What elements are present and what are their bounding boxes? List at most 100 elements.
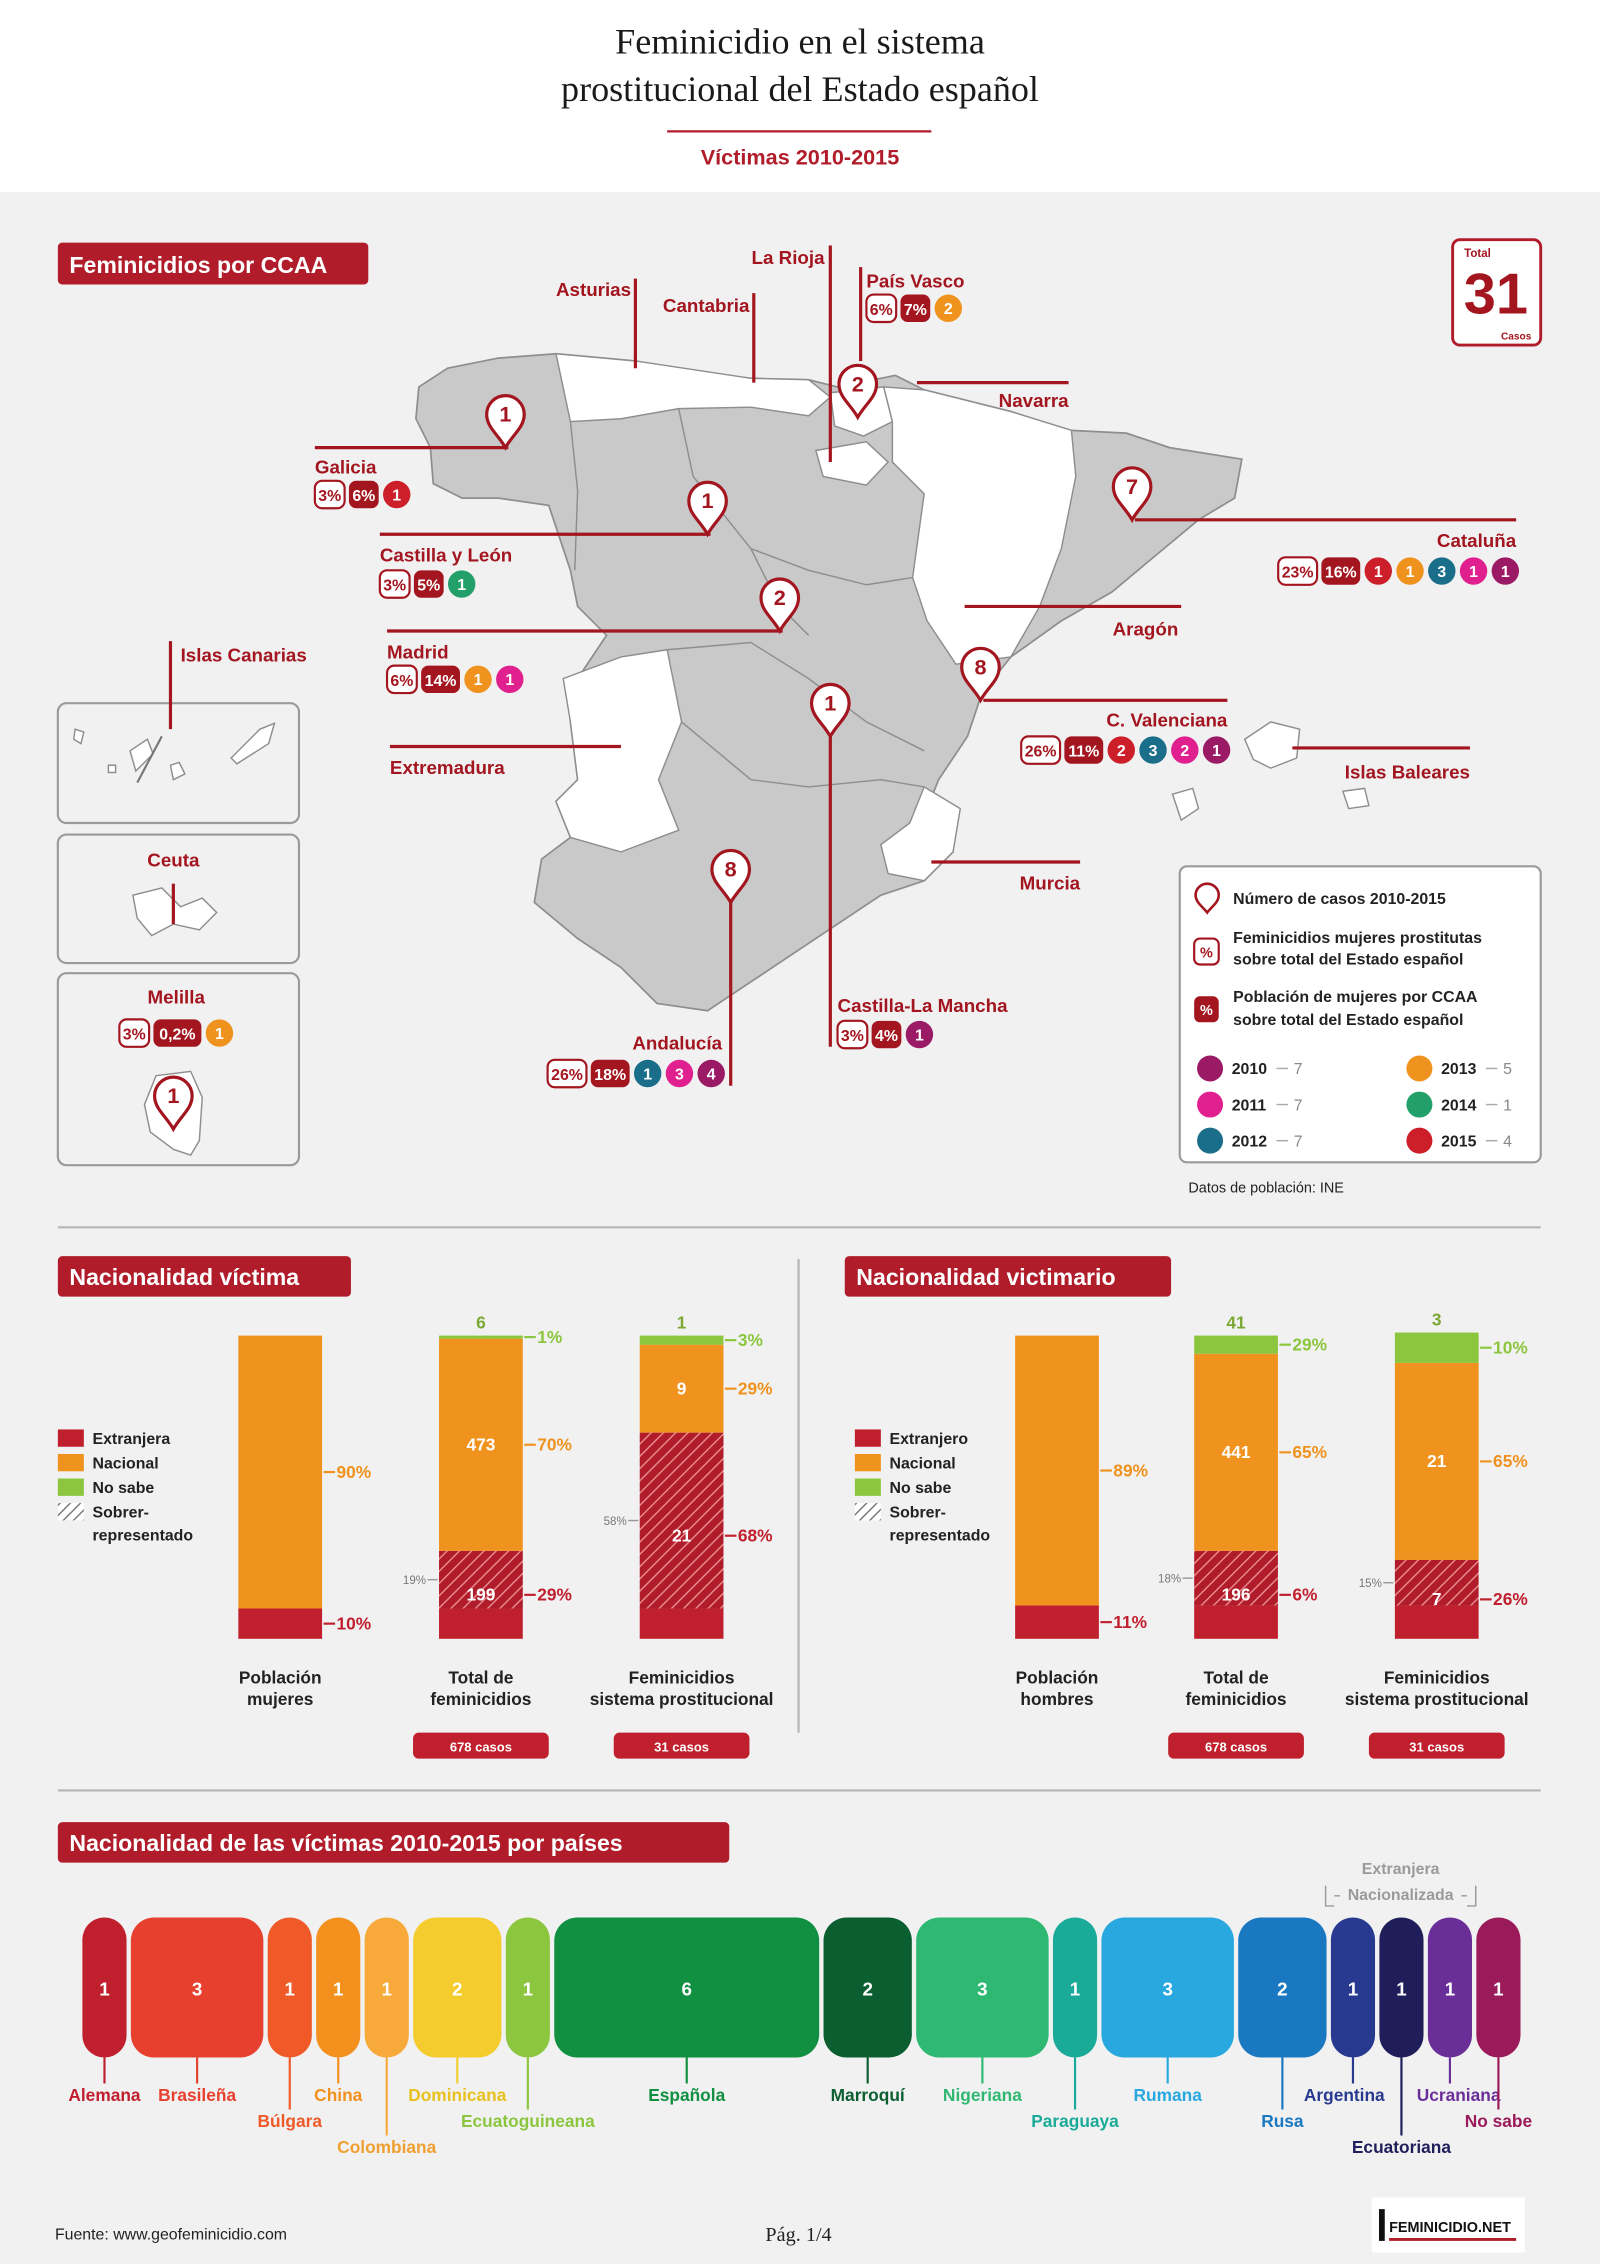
pct-poblacion-value: 11% [1068, 744, 1099, 761]
pin-marker [687, 480, 728, 538]
country-pills: 1 Alemana 3 Brasileña 1 Búlgara 1 China 1 Colombi… [68, 1917, 1532, 2157]
pct-prostitutas-value: 6% [870, 302, 893, 319]
country-pill-ucraniana: 1 Ucraniana [1417, 1917, 1501, 2105]
pill-bar [130, 1917, 264, 2058]
pill-bar [267, 1917, 312, 2058]
legend-swatch-nacional [57, 1453, 84, 1472]
category-label: Total de [1204, 1668, 1269, 1688]
pin-case-count: 2 [852, 371, 864, 396]
region-label: Ceuta [147, 849, 200, 870]
pill-value: 1 [285, 1978, 295, 1999]
category-label: hombres [1020, 1689, 1093, 1709]
region-label: Galicia [315, 457, 377, 478]
pill-bar [1379, 1917, 1424, 2058]
pin-marker [837, 363, 879, 421]
year-color-dot [1197, 1091, 1224, 1118]
over-label: 15% [1359, 1578, 1382, 1590]
count-label-extranjero: 196 [1222, 1585, 1251, 1605]
segment-extranjera [238, 1608, 323, 1639]
year-case-count: 3 [1149, 743, 1158, 760]
year-case-badge [1171, 736, 1199, 764]
count-label-no-sabe: 3 [1432, 1309, 1442, 1329]
pct-prostitutas-value: 3% [123, 1027, 146, 1044]
region-label: Cataluña [1437, 530, 1517, 551]
count-label-extranjero: 7 [1432, 1589, 1442, 1609]
legend-label-sobrerrepresentado: representado [93, 1528, 194, 1545]
region-andalucia: Andalucía 8 26% 18% 1 3 4 [546, 848, 752, 1089]
section-feminicidios-por-ccaa: Feminicidios por CCAA Total 31 Casos [56, 238, 1543, 1197]
pill-bar [1238, 1917, 1327, 2058]
pct-label-extranjera: 10% [337, 1613, 372, 1633]
year-count: 4 [1503, 1133, 1512, 1150]
segment-extranjero [1194, 1605, 1278, 1639]
total-cases-label: Casos [1501, 331, 1532, 342]
legend-swatch-sobrerrepresentado [57, 1503, 84, 1521]
pct-poblacion-badge [413, 570, 444, 598]
legend-label-no-sabe: No sabe [890, 1480, 952, 1497]
pct-poblacion-badge [153, 1019, 202, 1047]
pin-case-count: 2 [774, 585, 786, 610]
segment-extranjera [639, 1608, 724, 1639]
pct-label-nacional: 65% [1493, 1451, 1528, 1471]
pill-value: 1 [333, 1978, 343, 1999]
country-label: Colombiana [337, 2137, 436, 2157]
pct-prostitutas-value: 3% [841, 1028, 864, 1045]
pct-poblacion-badge [1064, 736, 1104, 764]
total-value: 31 [1464, 262, 1528, 326]
paises-section: Nacionalidad de las víctimas 2010-2015 p… [57, 1822, 1532, 2157]
segment-sobrerrepresentado [1394, 1559, 1479, 1606]
count-label-extranjera: 21 [672, 1525, 692, 1545]
year-case-badge [496, 665, 524, 694]
total-cases-pill: 31 casos [613, 1732, 750, 1759]
total-cases-label: 31 casos [654, 1739, 709, 1754]
pct-filled-icon [1194, 996, 1219, 1023]
pill-value: 2 [862, 1978, 872, 1999]
pct-outline-icon [1193, 937, 1220, 966]
pct-poblacion-value: 7% [904, 302, 927, 319]
feminicidio-net-logo: FEMINICIDIO.NET [1371, 2197, 1525, 2253]
segment-nacional [1194, 1353, 1278, 1551]
pct-label-extranjero: 11% [1113, 1612, 1147, 1632]
year-label: 2015 [1441, 1133, 1476, 1150]
pct-label-extranjero: 26% [1493, 1589, 1528, 1609]
chart-victim: Extranjera Nacional No sabe Sobrer-represen… [57, 1312, 773, 1759]
total-cases-label: 678 casos [450, 1739, 512, 1754]
segment-nacional [1394, 1362, 1479, 1560]
legend-label-sobrerrepresentado: Sobrer- [890, 1505, 946, 1522]
pill-value: 1 [523, 1978, 533, 1999]
pill-value: 3 [1162, 1978, 1172, 1999]
year-case-badge [464, 665, 492, 694]
pct-poblacion-badge [421, 665, 460, 694]
pct-label-nacional: 89% [1113, 1460, 1148, 1480]
count-label-nacional: 9 [677, 1378, 687, 1398]
pin-marker [710, 848, 752, 906]
pct-label-no-sabe: 3% [738, 1330, 763, 1350]
pct-prostitutas-value: 3% [383, 578, 406, 595]
region-badges: 6% 7% 2 [865, 293, 963, 324]
year-case-count: 1 [505, 672, 514, 689]
pct-prostitutas-badge [546, 1058, 588, 1089]
over-label: 18% [1158, 1573, 1181, 1585]
country-label: Alemana [68, 2085, 141, 2105]
year-case-count: 1 [1374, 564, 1383, 581]
year-case-badge [1364, 557, 1392, 585]
pill-bar [1476, 1917, 1521, 2058]
country-label: Ucraniana [1417, 2085, 1501, 2105]
country-pill-argentina: 1 Argentina [1304, 1917, 1385, 2105]
pin-marker [1111, 466, 1153, 524]
year-case-badge [905, 1020, 934, 1049]
pct-prostitutas-badge [836, 1019, 869, 1050]
total-cases-pill: 678 casos [1168, 1732, 1304, 1759]
section-title: Nacionalidad victimario [856, 1264, 1115, 1290]
chart-legend: Extranjera Nacional No sabe Sobrer-represen… [57, 1429, 194, 1545]
year-color-dot [1406, 1127, 1433, 1154]
country-label: Ecuatoriana [1352, 2137, 1451, 2157]
section-title-badge [844, 1256, 1172, 1297]
population-source-note: Datos de población: INE [1188, 1181, 1344, 1197]
region-galicia: Galicia 1 3% 6% 1 [313, 394, 526, 510]
region-label: Islas Baleares [1345, 761, 1470, 782]
total-label: Total [1464, 248, 1491, 260]
pct-poblacion-value: 6% [352, 488, 375, 505]
region-melilla: Melilla 1 3% 0,2% 1 [118, 986, 234, 1133]
pin-case-count: 8 [974, 654, 986, 679]
